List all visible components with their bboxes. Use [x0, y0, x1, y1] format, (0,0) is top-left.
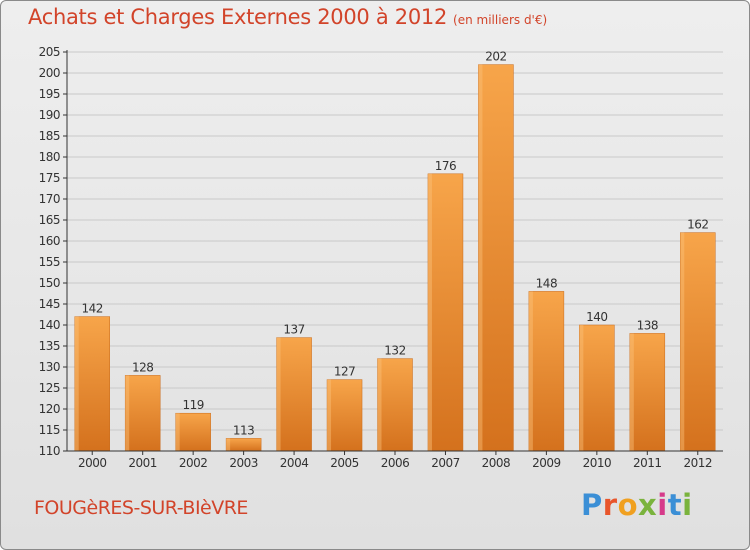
bar-highlight [226, 438, 231, 451]
logo-letter: r [602, 488, 618, 522]
value-label: 132 [384, 344, 405, 358]
bar-2001[interactable] [124, 375, 161, 452]
bar-highlight [175, 413, 180, 451]
bar-2007[interactable] [427, 173, 464, 452]
y-tick-label: 135 [39, 339, 60, 353]
y-tick-label: 110 [39, 444, 60, 458]
y-tick-label: 155 [39, 255, 60, 269]
y-tick-label: 150 [39, 276, 60, 290]
y-tick-label: 165 [39, 213, 60, 227]
value-label: 137 [283, 323, 304, 337]
logo-letter: i [682, 488, 693, 522]
y-tick-label: 120 [39, 402, 60, 416]
x-tick-label: 2006 [381, 456, 410, 470]
bar-highlight [377, 358, 382, 451]
bar-highlight [427, 173, 432, 452]
y-tick-label: 205 [39, 45, 60, 59]
proxiti-logo[interactable]: Proxiti [581, 488, 693, 522]
x-tick-label: 2002 [179, 456, 208, 470]
bar-2008[interactable] [478, 64, 514, 452]
bar-2011[interactable] [629, 333, 666, 452]
x-tick-label: 2004 [280, 456, 309, 470]
value-label: 202 [485, 50, 506, 64]
bar-2000[interactable] [74, 316, 110, 452]
x-tick-label: 2001 [128, 456, 157, 470]
logo-letter: P [581, 488, 603, 522]
bar-highlight [680, 232, 685, 451]
x-tick-label: 2011 [633, 456, 662, 470]
value-label: 113 [233, 423, 254, 437]
chart-unit-note: (en milliers d'€) [453, 13, 548, 27]
y-tick-label: 125 [39, 381, 60, 395]
chart-title: Achats et Charges Externes 2000 à 2012 (e… [28, 5, 547, 29]
y-tick-label: 190 [39, 108, 60, 122]
chart-title-text: Achats et Charges Externes 2000 à 2012 [28, 5, 448, 29]
y-tick-label: 175 [39, 171, 60, 185]
value-label: 128 [132, 360, 153, 374]
x-tick-label: 2008 [482, 456, 511, 470]
bar-highlight [528, 291, 533, 451]
y-tick-label: 140 [39, 318, 60, 332]
bar-highlight [629, 333, 634, 451]
bar-2003[interactable] [225, 438, 262, 452]
value-label: 148 [536, 276, 557, 290]
bar-highlight [327, 379, 332, 451]
data-labels: 142 128 119 113 137 127 132 176 202 148 140 138 162 [82, 50, 709, 438]
bar-highlight [478, 64, 483, 451]
value-label: 176 [435, 159, 456, 173]
commune-name: FOUGèRES-SUR-BIèVRE [34, 497, 248, 519]
value-label: 162 [687, 218, 708, 232]
axes: 110 115 120 125 130 135 140 145 150 155 160 165 170 1… [39, 45, 723, 470]
value-label: 119 [182, 398, 203, 412]
bar-2009[interactable] [528, 291, 565, 452]
value-label: 127 [334, 365, 355, 379]
y-tick-label: 195 [39, 87, 60, 101]
bar-2006[interactable] [377, 358, 413, 452]
x-tick-label: 2010 [583, 456, 612, 470]
x-tick-label: 2003 [229, 456, 258, 470]
x-tick-label: 2005 [330, 456, 359, 470]
y-tick-label: 160 [39, 234, 60, 248]
x-tick-label: 2009 [532, 456, 561, 470]
logo-letter: o [617, 488, 639, 522]
bar-2005[interactable] [326, 379, 363, 452]
x-tick-label: 2000 [78, 456, 107, 470]
y-tick-label: 170 [39, 192, 60, 206]
value-label: 140 [586, 310, 607, 324]
bar-highlight [125, 375, 130, 451]
x-tick-label: 2012 [683, 456, 712, 470]
bars [74, 64, 716, 452]
bar-2004[interactable] [276, 337, 312, 452]
y-tick-label: 185 [39, 129, 60, 143]
bar-highlight [74, 316, 79, 451]
y-tick-label: 145 [39, 297, 60, 311]
logo-letter: i [657, 488, 668, 522]
y-tick-label: 130 [39, 360, 60, 374]
value-label: 142 [82, 302, 103, 316]
y-tick-label: 200 [39, 66, 60, 80]
x-tick-label: 2007 [431, 456, 460, 470]
y-tick-label: 115 [39, 423, 60, 437]
bar-2010[interactable] [579, 324, 615, 452]
bar-highlight [579, 325, 584, 451]
bar-highlight [276, 337, 281, 451]
bar-2002[interactable] [175, 412, 211, 452]
logo-letter: t [667, 488, 683, 522]
logo-letter: x [638, 488, 658, 522]
bar-2012[interactable] [680, 232, 716, 452]
value-label: 138 [637, 318, 658, 332]
y-tick-label: 180 [39, 150, 60, 164]
